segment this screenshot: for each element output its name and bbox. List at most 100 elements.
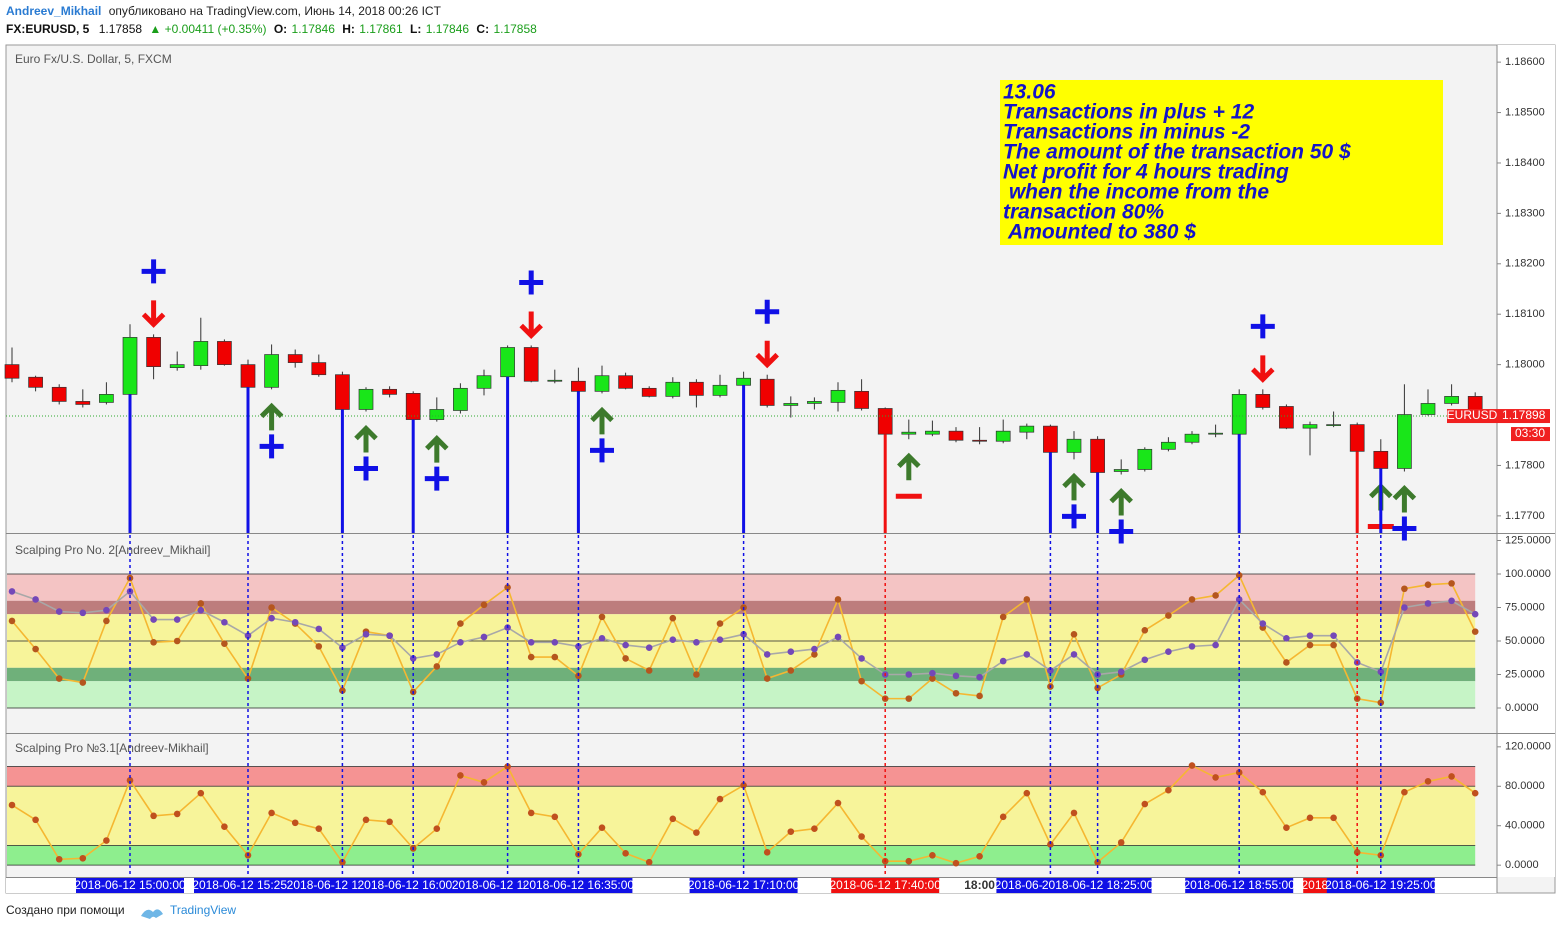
series-point xyxy=(527,809,535,817)
tradingview-logo xyxy=(141,909,163,919)
note-line: 13.06 xyxy=(1003,81,1056,104)
series-point xyxy=(669,636,677,643)
series-point xyxy=(291,618,299,626)
series-point xyxy=(221,640,228,647)
candle-body xyxy=(854,390,869,409)
series-point xyxy=(598,635,606,642)
series-point xyxy=(244,632,252,639)
candle-body xyxy=(972,439,987,442)
change: ▲ +0.00411 (+0.35%) xyxy=(149,22,266,36)
time-tag xyxy=(524,878,633,893)
series-point xyxy=(1023,651,1031,658)
candle-body xyxy=(240,364,256,388)
series-point xyxy=(79,854,87,862)
note: 13.06 Transactions in plus + 12 Transact… xyxy=(1000,80,1443,245)
y-tick-label: 1.18600 xyxy=(1505,56,1545,68)
series-point xyxy=(622,641,629,649)
candle-body xyxy=(689,381,704,396)
series-point xyxy=(1047,667,1054,674)
series-point xyxy=(622,655,629,662)
series-point xyxy=(504,584,511,591)
series-point xyxy=(55,855,63,863)
series-point xyxy=(952,689,960,697)
signal-arrow xyxy=(1251,355,1275,383)
time-tag xyxy=(1326,878,1435,893)
price-tag-text: 1.17898 xyxy=(1502,408,1546,422)
time-tag xyxy=(76,878,184,893)
series-point xyxy=(32,645,39,653)
series-point xyxy=(1283,635,1290,642)
candle-body xyxy=(1349,424,1365,452)
candle-body xyxy=(1019,425,1035,433)
series-point xyxy=(457,639,464,646)
series-point xyxy=(1353,849,1361,856)
series-point xyxy=(1047,841,1054,848)
series-point xyxy=(551,653,559,661)
series-point xyxy=(504,763,511,770)
signal-arrow xyxy=(1109,487,1133,516)
series-point xyxy=(716,620,724,627)
series-point xyxy=(79,679,87,686)
candle-body xyxy=(594,375,610,392)
series-point xyxy=(480,601,488,609)
author-link[interactable]: Andreev_Mikhail xyxy=(6,4,101,18)
candle-body xyxy=(1208,432,1223,435)
symbol-tag-text: EURUSD xyxy=(1447,408,1498,422)
series-point xyxy=(1401,788,1408,796)
series-point xyxy=(952,672,960,680)
y-tick-label: 0.0000 xyxy=(1505,702,1539,714)
candle-body xyxy=(28,376,43,388)
candle-body xyxy=(641,387,657,397)
series-point xyxy=(173,637,181,645)
signal-plus xyxy=(1250,314,1275,339)
candle-body xyxy=(99,394,114,403)
note-line: Amounted to 380 $ xyxy=(1003,221,1196,244)
series-point xyxy=(952,859,960,867)
candle-body xyxy=(925,430,940,435)
price-tag xyxy=(1497,409,1550,424)
candle-body xyxy=(382,388,397,395)
note-line: The amount of the transaction 50 $ xyxy=(1003,141,1351,164)
series-point xyxy=(598,613,606,621)
series-point xyxy=(339,858,346,866)
series-point xyxy=(1306,632,1314,639)
candle-body xyxy=(51,386,67,402)
series-point xyxy=(103,617,110,625)
series-point xyxy=(268,614,275,622)
candle-body xyxy=(335,374,350,410)
footer-brand[interactable]: TradingView xyxy=(170,903,236,917)
series-point xyxy=(1023,596,1031,603)
signal-arrow xyxy=(1062,472,1086,501)
series-point xyxy=(315,625,323,633)
candle-body xyxy=(783,403,799,406)
series-point xyxy=(527,653,535,661)
candle-body xyxy=(1137,448,1153,470)
series-point xyxy=(1070,809,1078,817)
series-point xyxy=(811,825,818,832)
signal-plus xyxy=(354,456,378,481)
series-point xyxy=(645,644,653,652)
y-tick-label: 1.18100 xyxy=(1505,308,1545,320)
series-point xyxy=(976,692,983,700)
series-point xyxy=(32,596,39,603)
series-point xyxy=(8,588,16,595)
note-line: when the income from the xyxy=(1003,181,1269,204)
series-point xyxy=(787,667,795,674)
candle-body xyxy=(1231,394,1247,435)
o-value: 1.17846 xyxy=(292,22,336,36)
candle-body xyxy=(358,388,374,410)
candle-body xyxy=(500,347,515,378)
band xyxy=(7,786,1476,846)
time-tag xyxy=(359,878,468,893)
series-point xyxy=(362,816,370,824)
series-point xyxy=(811,651,818,658)
series-point xyxy=(409,655,417,662)
h-value: 1.17861 xyxy=(359,22,403,36)
series-point xyxy=(716,636,724,643)
candle-body xyxy=(1043,425,1058,453)
series-point xyxy=(1471,610,1479,618)
series-point xyxy=(1330,632,1337,639)
series-point xyxy=(1070,631,1078,638)
series-point xyxy=(834,633,842,641)
candle-body xyxy=(1066,438,1082,453)
